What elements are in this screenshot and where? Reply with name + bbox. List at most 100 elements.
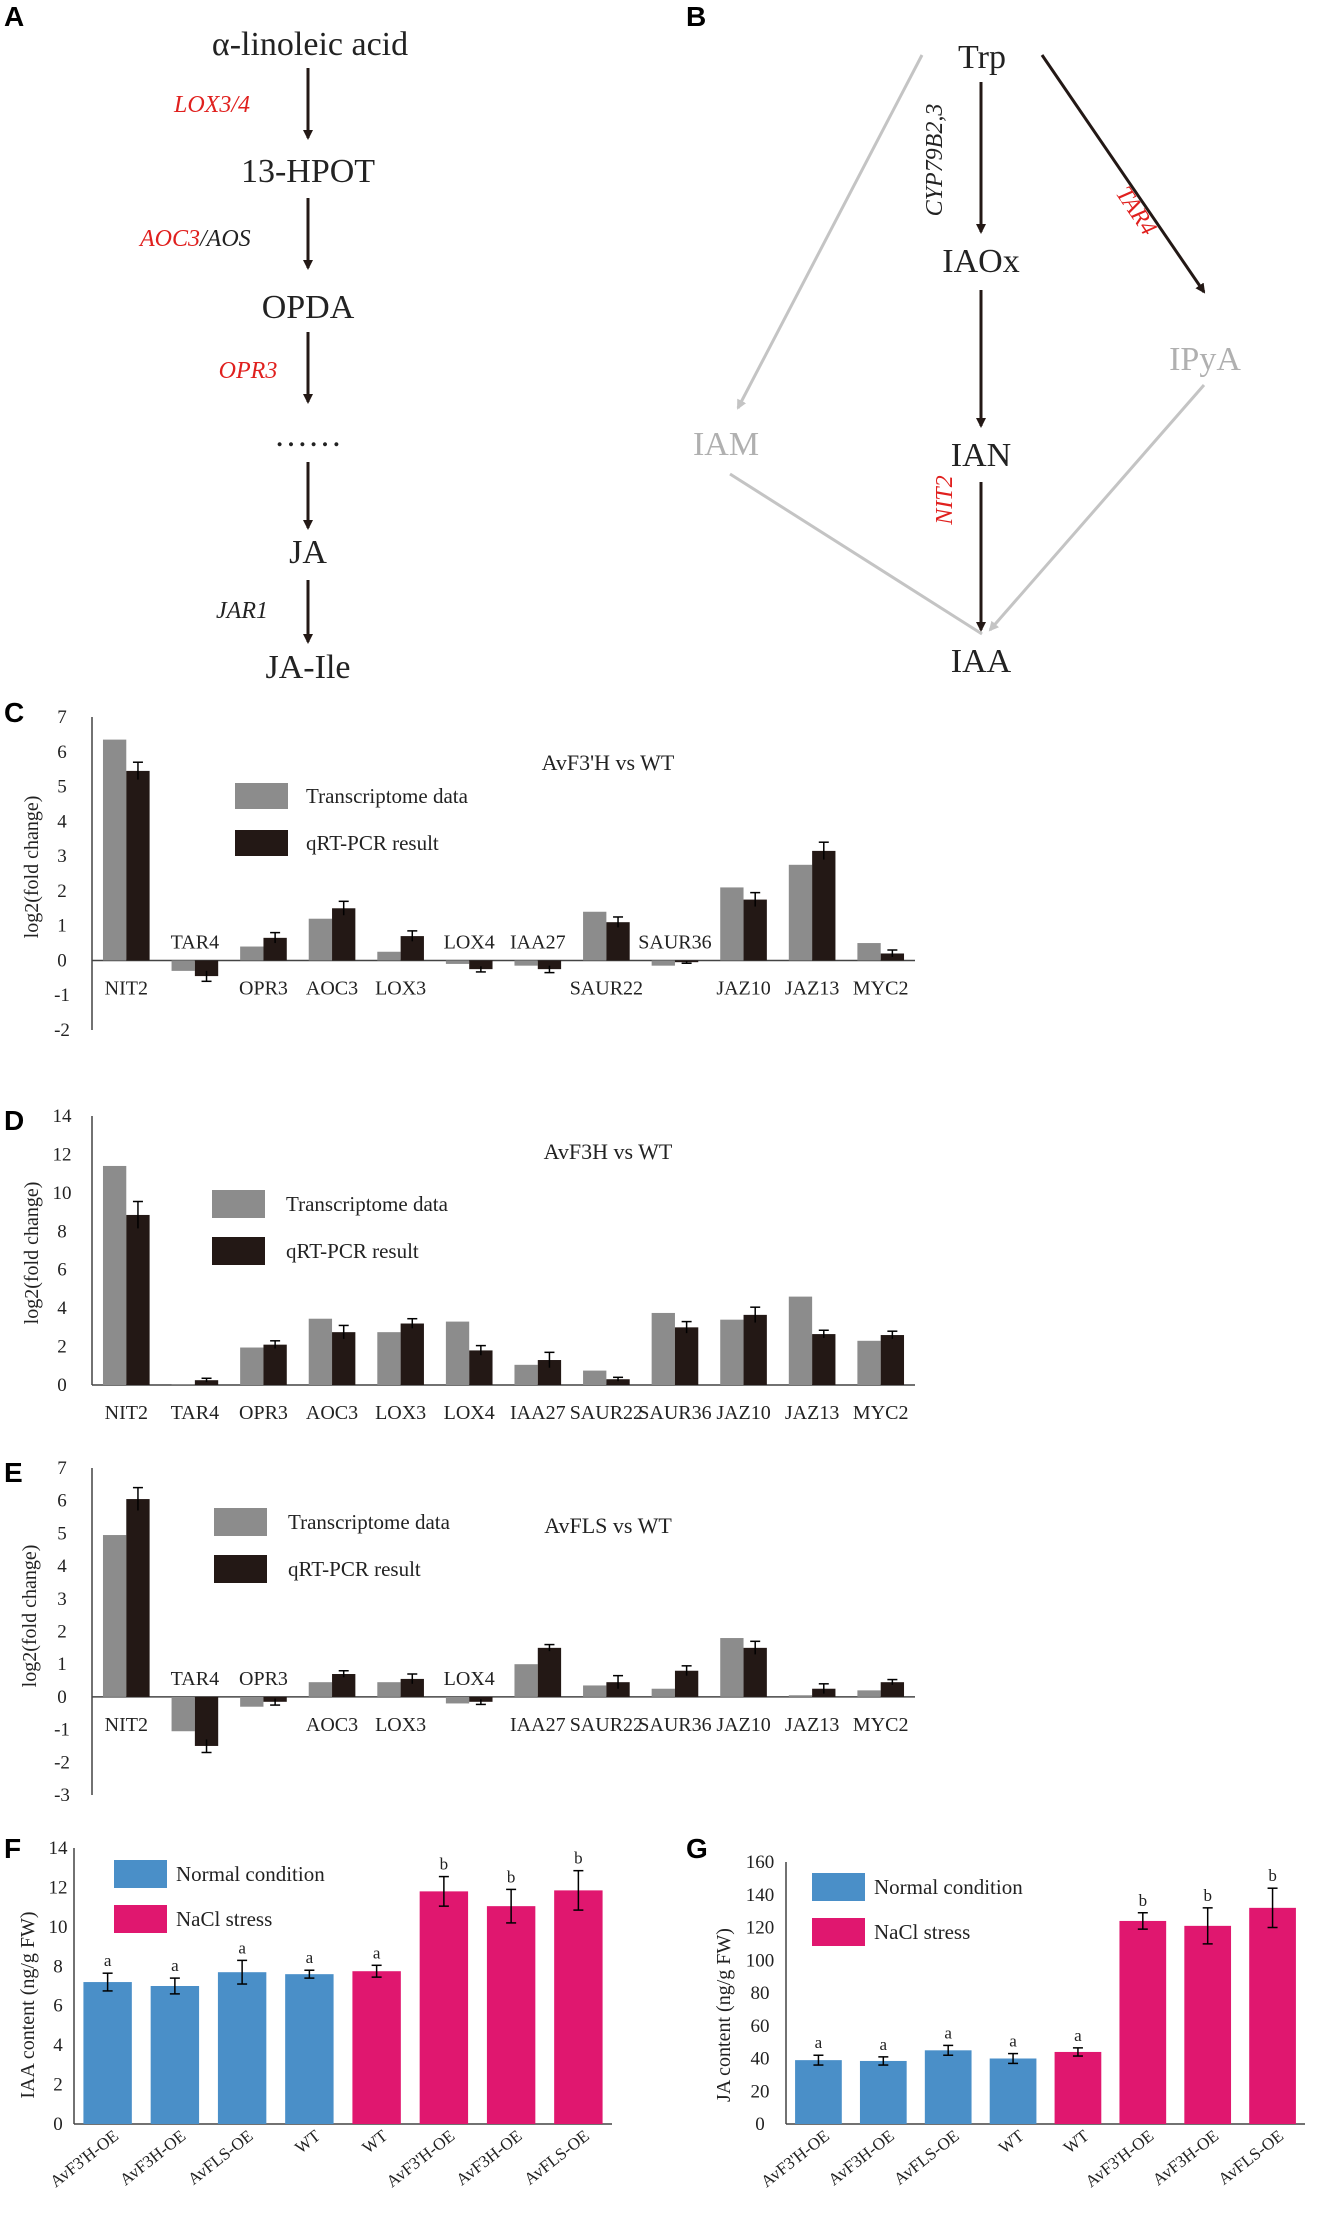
- y-tick-label: 2: [53, 2075, 63, 2096]
- x-category-label: NIT2: [105, 1402, 148, 1424]
- legend-transcriptome: Transcriptome data: [288, 1510, 451, 1534]
- x-category-label: JAZ10: [716, 1402, 770, 1424]
- bar-qrtpcr: [606, 1379, 630, 1385]
- y-tick-label: 0: [57, 1375, 67, 1396]
- bar-qrtpcr: [126, 1214, 150, 1385]
- bar-qrtpcr: [743, 1314, 767, 1385]
- bar-qrtpcr: [263, 937, 287, 961]
- y-tick-label: 6: [57, 742, 67, 763]
- arrow-iam-iaa: [729, 472, 983, 636]
- x-category-label: JAZ13: [785, 1714, 839, 1736]
- legend-swatch-qrtpcr: [212, 1237, 265, 1265]
- x-category-label: SAUR22: [570, 977, 643, 999]
- enzyme-aoc3: AOC3: [138, 226, 200, 252]
- bar-transcriptome: [171, 1384, 195, 1386]
- content-bar: [859, 2060, 907, 2124]
- y-tick-label: 140: [746, 1885, 775, 1906]
- enzyme-aoc3-aos: AOC3/AOS: [138, 226, 251, 252]
- bar-qrtpcr: [400, 936, 424, 961]
- y-axis-label: log2(fold change): [21, 796, 43, 939]
- enzyme-nit2: NIT2: [932, 475, 958, 525]
- content-bar: [285, 1974, 334, 2124]
- bar-qrtpcr: [194, 1380, 219, 1385]
- y-tick-label: 3: [57, 1589, 67, 1610]
- bar-qrtpcr: [126, 1499, 150, 1697]
- bar-qrtpcr: [674, 1327, 699, 1385]
- y-tick-label: 8: [57, 1221, 67, 1242]
- x-category-label: JAZ13: [785, 1402, 839, 1424]
- bar-transcriptome: [788, 1695, 813, 1697]
- significance-letter: b: [1268, 1866, 1277, 1885]
- content-bar: [1184, 1925, 1232, 2124]
- bar-transcriptome: [720, 887, 744, 961]
- x-category-label: AOC3: [306, 1402, 358, 1424]
- x-category-label: AvFLS-OE: [184, 2126, 256, 2188]
- legend-swatch-transcriptome: [235, 783, 288, 809]
- bar-transcriptome: [788, 1296, 813, 1385]
- panel-g-marks: 0 20 40 60 80 100 120 140 160 a AvF3'H-OE a AvF3H-OE…: [746, 1852, 1305, 2191]
- x-category-label: IAA27: [510, 1402, 566, 1424]
- x-category-label: MYC2: [853, 1402, 909, 1424]
- panel-d-chart: D 0 2 4 6 8 10 12 14 NIT2 TAR4 OPR3 AOC3 LOX3 LOX4 IAA…: [4, 1105, 915, 1424]
- x-category-label: OPR3: [239, 977, 288, 999]
- y-tick-label: -1: [54, 1720, 70, 1741]
- panel-f-chart: F 0 2 4 6 8 10 12 14 a AvF3'H-OE a AvF3H-OE a AvFLS-O…: [4, 1833, 612, 2191]
- node-ipya: IPyA: [1169, 341, 1241, 378]
- bar-transcriptome: [171, 960, 195, 971]
- x-category-label: TAR4: [171, 1402, 219, 1424]
- y-tick-label: 3: [57, 846, 67, 867]
- panel-label-b: B: [686, 1, 706, 32]
- y-axis-label: JA content (ng/g FW): [713, 1928, 735, 2102]
- bar-qrtpcr: [332, 1674, 356, 1697]
- y-tick-label: 160: [746, 1852, 775, 1873]
- legend-swatch-transcriptome: [214, 1508, 267, 1536]
- x-category-label: OPR3: [239, 1668, 288, 1690]
- bar-transcriptome: [788, 864, 813, 961]
- x-category-label: AvFLS-OE: [520, 2126, 592, 2188]
- panel-e-marks: -3 -2 -1 0 1 2 3 4 5 6 7 NIT2 TAR4 OPR3 AOC3 LOX3 LOX4 IA…: [54, 1458, 915, 1806]
- bar-qrtpcr: [880, 1682, 905, 1697]
- significance-letter: b: [440, 1855, 449, 1874]
- bar-transcriptome: [651, 1688, 675, 1697]
- y-tick-label: 40: [751, 2049, 770, 2070]
- y-tick-label: 8: [53, 1956, 63, 1977]
- bar-qrtpcr: [263, 1344, 287, 1385]
- y-tick-label: 4: [57, 811, 67, 832]
- bar-qrtpcr: [812, 850, 836, 961]
- bar-transcriptome: [857, 943, 881, 961]
- content-bar: [554, 1890, 603, 2124]
- panel-b: B Trp CYP79B2,3 IAOx IAN NIT2 IAA TAR4 I…: [686, 1, 1241, 680]
- bar-qrtpcr: [469, 960, 493, 970]
- bar-qrtpcr: [194, 960, 219, 977]
- enzyme-tar4: TAR4: [1110, 182, 1161, 240]
- bar-transcriptome: [445, 1696, 470, 1704]
- bar-qrtpcr: [400, 1678, 424, 1697]
- y-tick-label: 80: [751, 1983, 770, 2004]
- bar-transcriptome: [857, 1690, 881, 1697]
- y-axis-label: log2(fold change): [21, 1182, 43, 1325]
- panel-label-e: E: [4, 1457, 23, 1488]
- significance-letter: b: [574, 1849, 583, 1868]
- bar-transcriptome: [240, 1696, 264, 1707]
- legend-normal: Normal condition: [176, 1862, 325, 1886]
- bar-transcriptome: [720, 1638, 744, 1697]
- x-category-label: MYC2: [853, 1714, 909, 1736]
- y-tick-label: 10: [49, 1917, 68, 1938]
- x-category-label: LOX4: [444, 931, 495, 953]
- significance-letter: a: [306, 1948, 314, 1967]
- significance-letter: a: [1009, 2032, 1017, 2051]
- y-tick-label: 1: [57, 916, 67, 937]
- node-ja: JA: [289, 534, 327, 571]
- content-bar: [924, 2050, 972, 2124]
- y-tick-label: 1: [57, 1654, 67, 1675]
- legend-qrtpcr: qRT-PCR result: [286, 1239, 419, 1263]
- y-tick-label: 2: [57, 1337, 67, 1358]
- bar-transcriptome: [857, 1340, 881, 1385]
- y-tick-label: -1: [54, 985, 70, 1006]
- panel-f-marks: 0 2 4 6 8 10 12 14 a AvF3'H-OE a AvF3H-OE a AvFLS-OE a…: [46, 1838, 612, 2191]
- y-tick-label: 10: [53, 1183, 72, 1204]
- y-tick-label: 4: [57, 1556, 67, 1577]
- panel-label-a: A: [4, 1, 24, 32]
- bar-qrtpcr: [126, 770, 150, 961]
